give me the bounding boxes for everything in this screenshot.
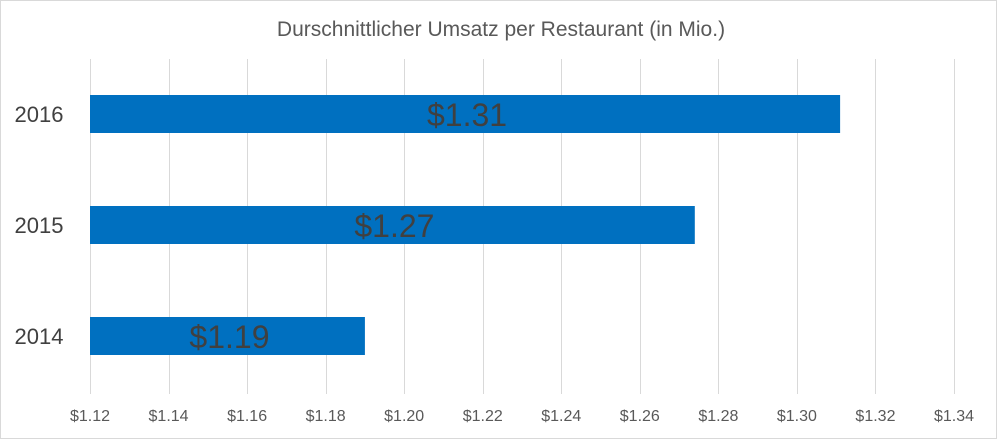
data-label-2016: $1.31 bbox=[427, 97, 507, 133]
bar-2016 bbox=[90, 95, 841, 133]
category-label-2014: 2014 bbox=[15, 324, 64, 349]
category-label-2016: 2016 bbox=[15, 102, 64, 127]
bar-2014 bbox=[90, 317, 365, 355]
x-tick-label-10: $1.32 bbox=[855, 408, 895, 425]
x-tick-label-3: $1.18 bbox=[306, 408, 346, 425]
x-tick-label-5: $1.22 bbox=[463, 408, 503, 425]
category-labels: 2016 2015 2014 bbox=[15, 102, 64, 349]
x-tick-label-11: $1.34 bbox=[934, 408, 974, 425]
bar-2015 bbox=[90, 206, 695, 244]
x-tick-label-2: $1.16 bbox=[227, 408, 267, 425]
category-label-2015: 2015 bbox=[15, 213, 64, 238]
data-label-2014: $1.19 bbox=[189, 319, 269, 355]
data-label-2015: $1.27 bbox=[354, 208, 434, 244]
x-axis-tick-labels: $1.12 $1.14 $1.16 $1.18 $1.20 $1.22 $1.24 $1.26… bbox=[70, 408, 974, 425]
chart-title: Durschnittlicher Umsatz per Restaurant (… bbox=[277, 18, 725, 41]
bars bbox=[90, 95, 841, 355]
x-tick-label-1: $1.14 bbox=[149, 408, 189, 425]
x-tick-label-4: $1.20 bbox=[384, 408, 424, 425]
data-labels: $1.31 $1.27 $1.19 bbox=[189, 97, 507, 355]
x-tick-label-9: $1.30 bbox=[777, 408, 817, 425]
x-tick-label-7: $1.26 bbox=[620, 408, 660, 425]
x-tick-label-0: $1.12 bbox=[70, 408, 110, 425]
x-tick-label-8: $1.28 bbox=[698, 408, 738, 425]
x-tick-label-6: $1.24 bbox=[541, 408, 581, 425]
